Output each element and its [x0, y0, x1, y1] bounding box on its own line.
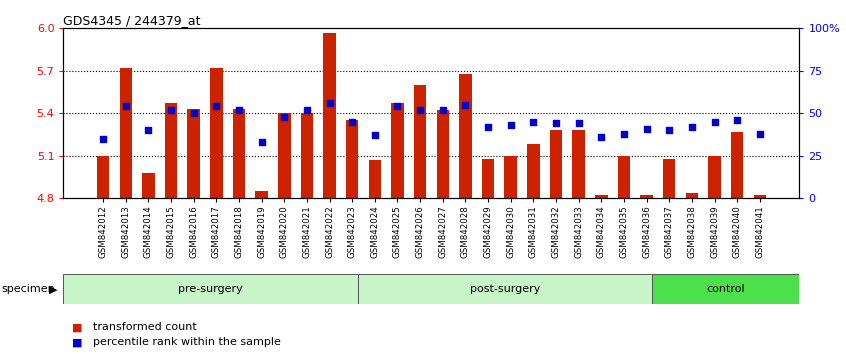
- Bar: [255, 191, 268, 198]
- Text: ■: ■: [72, 322, 82, 332]
- Bar: [663, 159, 675, 198]
- Bar: [346, 120, 359, 198]
- Bar: [437, 110, 449, 198]
- Bar: [300, 113, 313, 198]
- Point: [414, 107, 427, 113]
- Text: transformed count: transformed count: [93, 322, 197, 332]
- Text: ▶: ▶: [49, 284, 58, 295]
- Bar: [504, 156, 517, 198]
- Bar: [754, 195, 766, 198]
- Bar: [119, 68, 132, 198]
- Point: [368, 132, 382, 138]
- Point: [345, 119, 359, 125]
- Point: [187, 110, 201, 116]
- Bar: [573, 130, 585, 198]
- Bar: [708, 156, 721, 198]
- Bar: [482, 159, 494, 198]
- Bar: [97, 156, 109, 198]
- Point: [753, 131, 766, 137]
- Bar: [595, 195, 607, 198]
- Bar: [550, 130, 563, 198]
- Bar: [640, 195, 653, 198]
- Bar: [358, 274, 652, 304]
- Point: [459, 102, 472, 108]
- Point: [391, 104, 404, 109]
- Text: control: control: [706, 284, 745, 295]
- Text: post-surgery: post-surgery: [470, 284, 541, 295]
- Text: ■: ■: [72, 337, 82, 347]
- Point: [685, 124, 699, 130]
- Text: GDS4345 / 244379_at: GDS4345 / 244379_at: [63, 14, 201, 27]
- Bar: [369, 160, 381, 198]
- Point: [96, 136, 110, 142]
- Point: [504, 122, 518, 128]
- Point: [640, 126, 653, 131]
- Point: [436, 107, 449, 113]
- Point: [164, 107, 178, 113]
- Point: [549, 121, 563, 126]
- Point: [323, 100, 337, 106]
- Point: [662, 127, 676, 133]
- Bar: [391, 103, 404, 198]
- Bar: [165, 103, 178, 198]
- Bar: [527, 144, 540, 198]
- Point: [210, 104, 223, 109]
- Bar: [233, 109, 245, 198]
- Bar: [210, 68, 222, 198]
- Bar: [618, 156, 630, 198]
- Text: percentile rank within the sample: percentile rank within the sample: [93, 337, 281, 347]
- Point: [119, 104, 133, 109]
- Bar: [278, 113, 290, 198]
- Point: [526, 119, 540, 125]
- Point: [708, 119, 722, 125]
- Point: [618, 131, 631, 137]
- Bar: [188, 109, 200, 198]
- Point: [300, 107, 314, 113]
- Point: [141, 127, 155, 133]
- Point: [572, 121, 585, 126]
- Point: [232, 107, 245, 113]
- Text: pre-surgery: pre-surgery: [179, 284, 243, 295]
- Point: [255, 139, 268, 145]
- Bar: [459, 74, 472, 198]
- Bar: [685, 193, 698, 198]
- Bar: [142, 173, 155, 198]
- Text: specimen: specimen: [2, 284, 56, 295]
- Bar: [63, 274, 358, 304]
- Bar: [323, 33, 336, 198]
- Point: [277, 114, 291, 120]
- Point: [730, 117, 744, 123]
- Bar: [652, 274, 799, 304]
- Point: [595, 134, 608, 140]
- Point: [481, 124, 495, 130]
- Bar: [414, 85, 426, 198]
- Bar: [731, 132, 744, 198]
